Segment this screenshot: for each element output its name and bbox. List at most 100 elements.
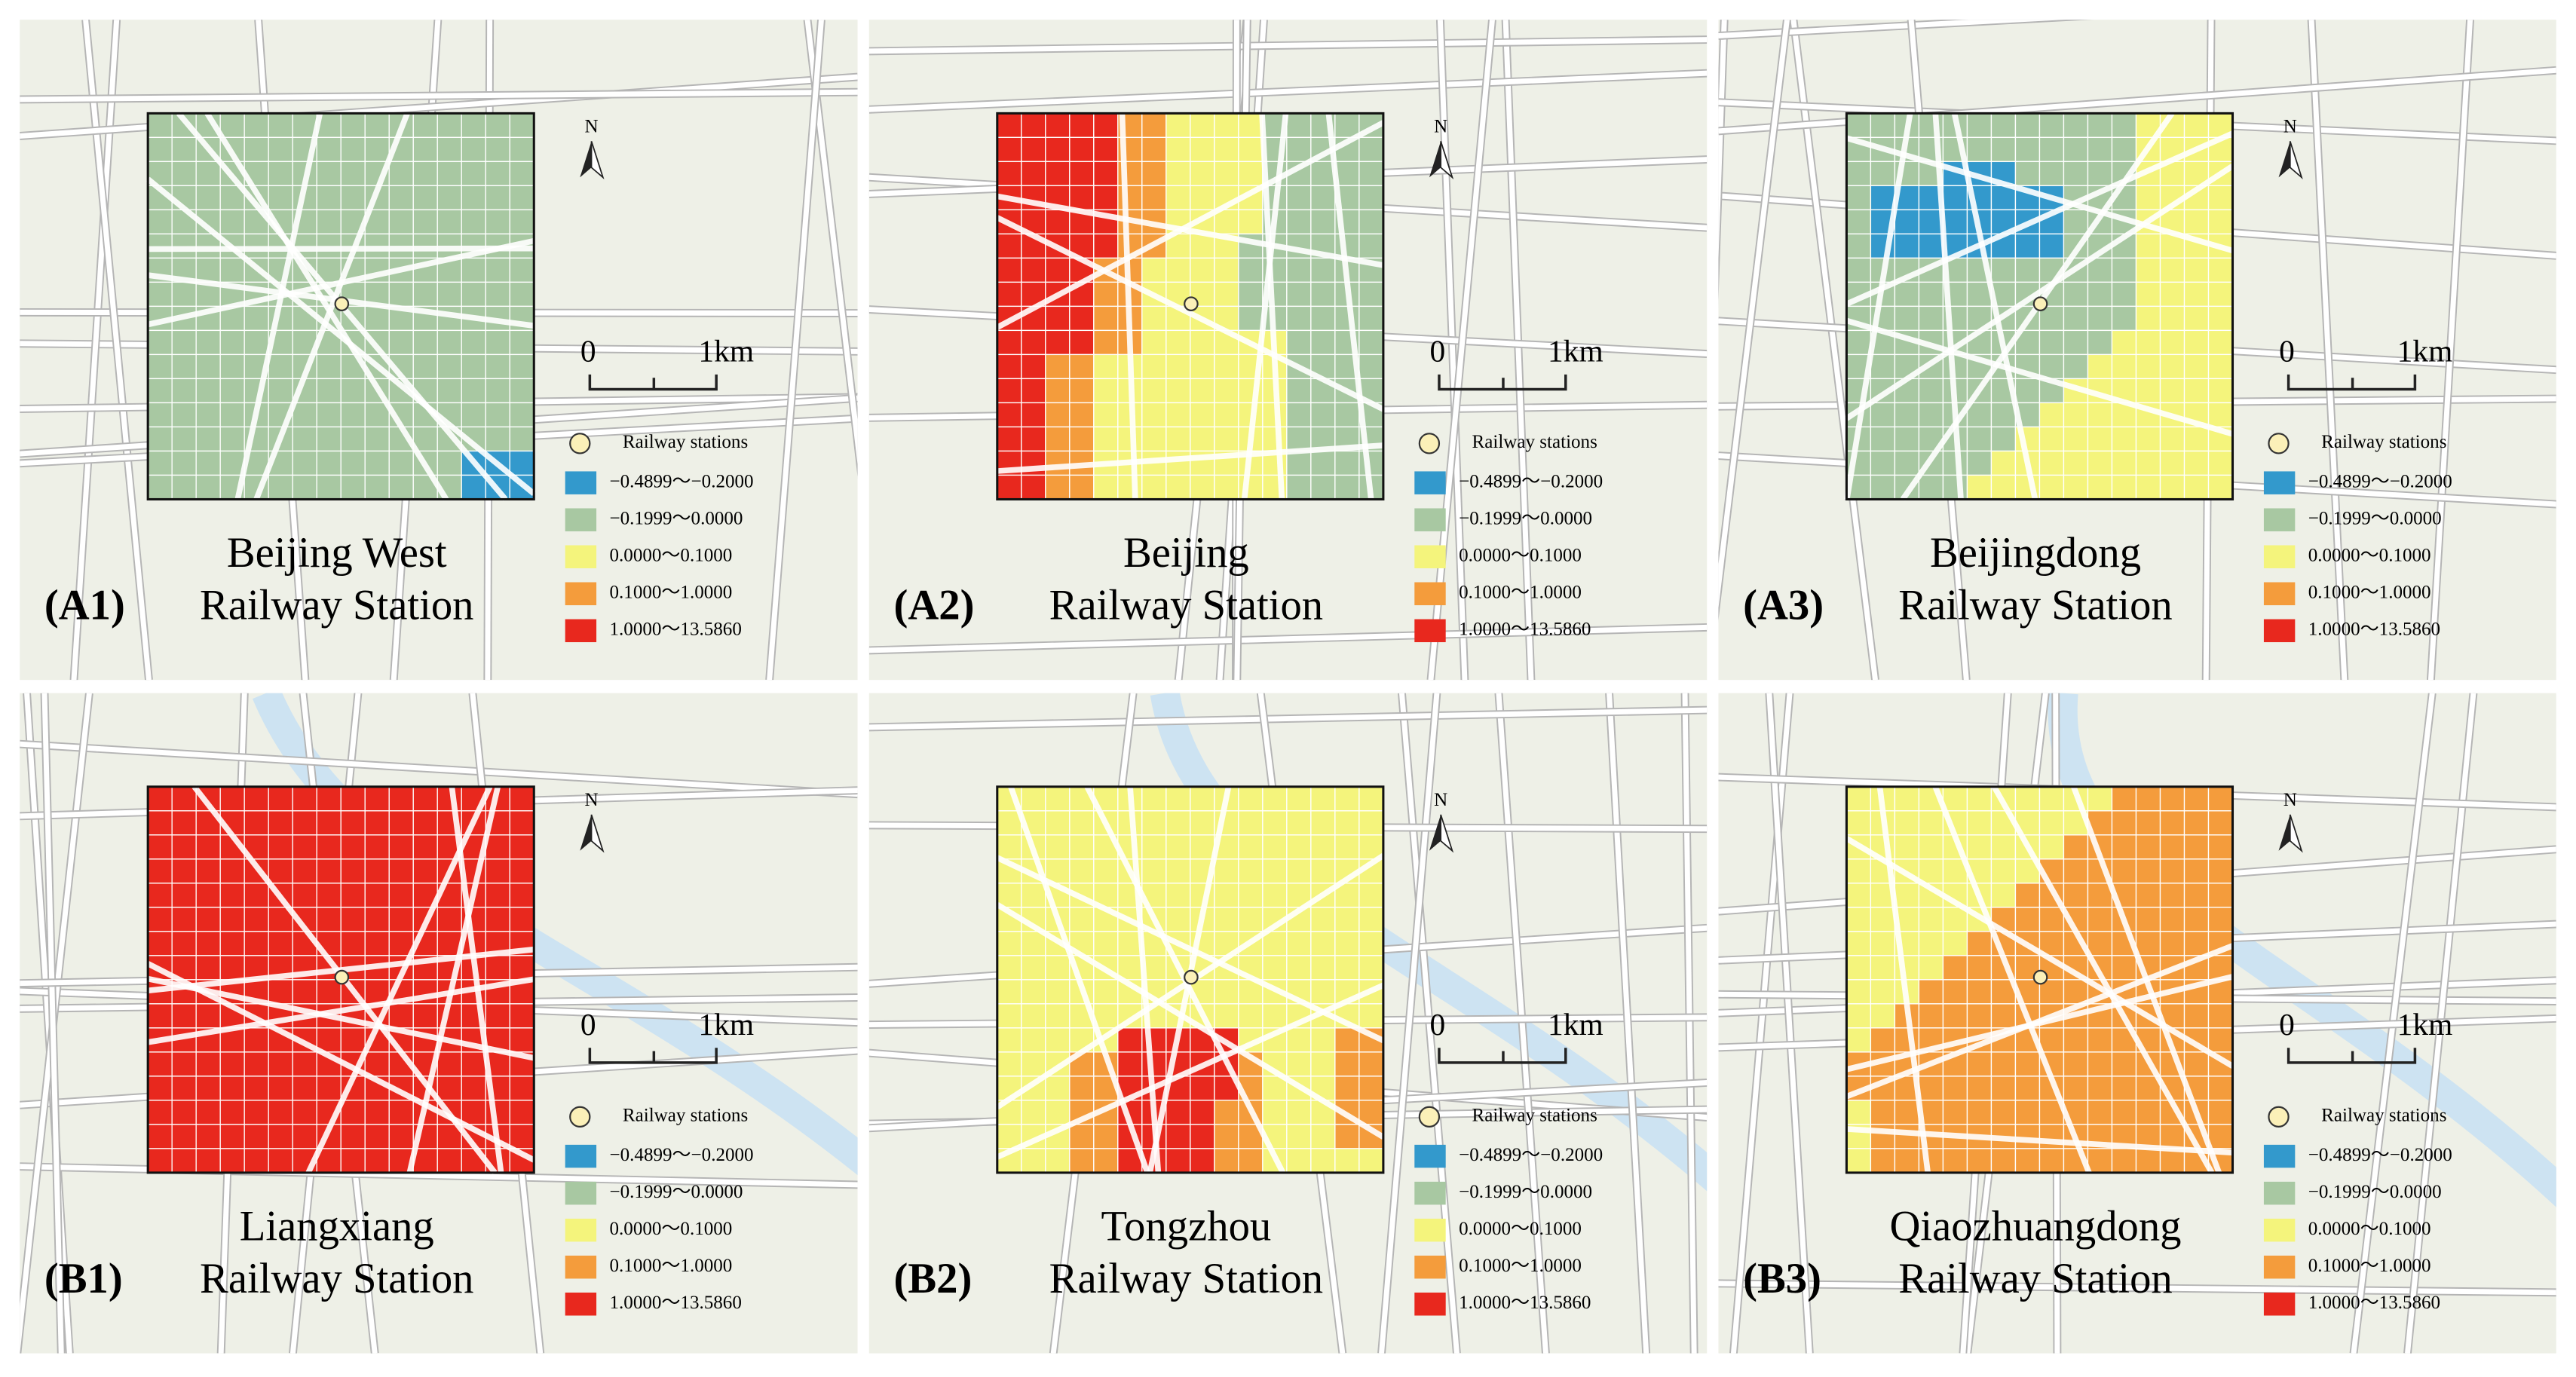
grid-cell <box>388 786 414 812</box>
grid-cell <box>219 209 245 235</box>
grid-cell <box>244 1051 269 1077</box>
legend-label: 0.1000～1.0000 <box>1459 583 1582 603</box>
grid-cell <box>1069 112 1095 139</box>
grid-cell <box>2038 907 2065 932</box>
grid-cell <box>219 112 245 139</box>
grid-cell <box>1966 136 1992 163</box>
grid-cell <box>509 786 534 812</box>
road <box>204 112 449 501</box>
grid-cell <box>1165 1124 1191 1149</box>
legend-station-label: Railway stations <box>623 432 748 452</box>
grid-cell <box>1358 1076 1384 1101</box>
grid-cell <box>147 112 173 139</box>
grid-cell <box>171 1100 197 1125</box>
legend-swatch <box>565 619 597 643</box>
grid-cell <box>1286 1100 1312 1125</box>
grid-cell <box>1238 1003 1263 1029</box>
legend-label: 0.0000～0.1000 <box>610 545 733 565</box>
grid-cell <box>1165 112 1191 139</box>
grid-cell <box>1190 1124 1215 1149</box>
grid-cell <box>1165 329 1191 356</box>
road <box>1718 20 1790 608</box>
north-label: N <box>584 790 598 810</box>
grid-cell <box>1942 955 1968 981</box>
grid-cell <box>292 883 317 908</box>
station-marker <box>2032 969 2048 985</box>
grid-cell <box>1845 979 1872 1005</box>
grid-cell <box>2207 353 2234 380</box>
grid-cell <box>1238 883 1263 908</box>
map-panel: N 0 1km Railway stations −0.4899～−0.2000 −0.1… <box>20 693 858 1354</box>
grid-cell <box>2063 1076 2089 1101</box>
grid-cell <box>997 834 1022 860</box>
grid-cell <box>316 1027 342 1053</box>
legend-swatch <box>565 1292 597 1316</box>
grid-cell <box>1942 907 1968 932</box>
grid-cell <box>1966 402 1992 428</box>
grid-cell <box>1310 979 1336 1005</box>
grid-cell <box>364 979 390 1005</box>
grid-cell <box>1069 136 1095 163</box>
grid-cell <box>1966 1076 1992 1101</box>
grid-cell <box>509 834 534 860</box>
grid-cell <box>1045 474 1071 500</box>
road <box>1951 112 2038 500</box>
grid-cell <box>1358 353 1384 380</box>
grid-cell <box>436 329 462 356</box>
grid-cell <box>340 402 366 428</box>
grid-cell <box>1286 257 1312 283</box>
grid-cell <box>1966 955 1992 981</box>
grid-cell <box>1093 112 1119 139</box>
scale-zero: 0 <box>580 1007 596 1042</box>
grid-cell <box>1165 136 1191 163</box>
grid-cell <box>1214 257 1239 283</box>
grid-cell <box>2014 1051 2041 1077</box>
road <box>997 193 1384 268</box>
grid-cell <box>147 329 173 356</box>
grid-cell <box>2038 834 2065 860</box>
legend-label: 0.1000～1.0000 <box>610 1256 733 1276</box>
grid-cell <box>195 1051 221 1077</box>
grid-cell <box>1286 810 1312 836</box>
grid-cell <box>268 378 293 404</box>
grid-cell <box>364 883 390 908</box>
grid-cell <box>219 955 245 981</box>
grid-cell <box>1021 1051 1046 1077</box>
grid-cell <box>2183 426 2210 452</box>
grid-cell <box>2159 257 2185 283</box>
grid-cell <box>1894 209 1920 235</box>
grid-cell <box>388 1003 414 1029</box>
grid-cell <box>1117 1051 1143 1077</box>
grid-cell <box>219 450 245 476</box>
grid-cell <box>1141 474 1167 500</box>
grid-cell <box>436 209 462 235</box>
grid-cell <box>268 931 293 956</box>
grid-cell <box>2183 810 2210 836</box>
legend-swatch <box>1414 545 1446 568</box>
grid-cell <box>1021 786 1046 812</box>
grid-cell <box>364 426 390 452</box>
grid-cell <box>1238 233 1263 259</box>
grid-cell <box>316 858 342 884</box>
grid-cell <box>147 1076 173 1101</box>
grid-cell <box>2207 281 2234 308</box>
station-name: Railway Station <box>1898 583 2172 629</box>
grid-cell <box>1845 955 1872 981</box>
grid-cell <box>195 426 221 452</box>
grid-cell <box>2207 883 2234 908</box>
grid-cell <box>1310 1027 1336 1053</box>
grid-cell <box>509 883 534 908</box>
grid-cell <box>2207 378 2234 404</box>
grid-cell <box>1870 353 1896 380</box>
grid-cell <box>1262 883 1288 908</box>
grid-cell <box>195 834 221 860</box>
grid-cell <box>171 1148 197 1174</box>
legend-label: 0.1000～1.0000 <box>2308 583 2431 603</box>
grid-cell <box>1021 353 1046 380</box>
grid-cell <box>1141 426 1167 452</box>
grid-cell <box>485 136 510 163</box>
grid-cell <box>388 474 414 500</box>
grid-cell <box>1894 1027 1920 1053</box>
grid-cell <box>244 931 269 956</box>
station-marker <box>334 296 350 311</box>
